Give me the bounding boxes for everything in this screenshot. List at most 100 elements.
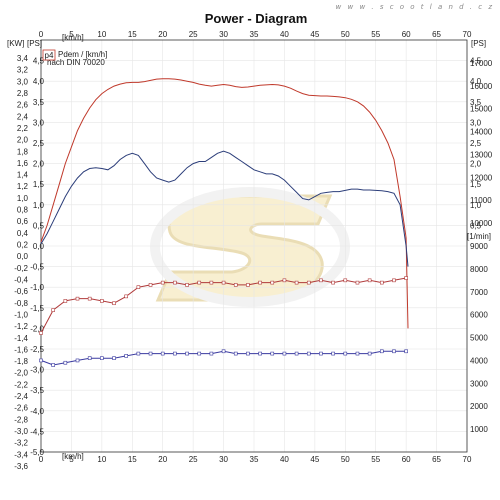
series-2-point-24 bbox=[331, 280, 335, 285]
y-kw-tick-20: -0,6 bbox=[14, 287, 28, 296]
y-kw-tick-15: 0,4 bbox=[17, 229, 29, 238]
y-ps-tick-3: 3,0 bbox=[33, 118, 45, 127]
y-kw-tick-16: 0,2 bbox=[17, 241, 29, 250]
y-kw-tick-0: 3,4 bbox=[17, 54, 29, 63]
series-2-point-1 bbox=[51, 308, 55, 312]
y-axis-ps-label: [PS] bbox=[27, 39, 42, 48]
series-3-point-3 bbox=[75, 358, 80, 363]
y-ps-right-tick-6: 1,5 bbox=[470, 180, 482, 189]
series-2-point-11 bbox=[173, 280, 177, 285]
x-top-tick-20: 20 bbox=[158, 30, 167, 39]
x-bottom-tick-30: 30 bbox=[219, 455, 228, 464]
x-top-tick-5: 5 bbox=[69, 30, 74, 39]
watermark-text: w w w . s c o o t l a n d . c z bbox=[336, 3, 494, 11]
x-bottom-tick-60: 60 bbox=[402, 455, 411, 464]
legend-line-2: nach DIN 70020 bbox=[47, 58, 105, 67]
series-2-point-10 bbox=[160, 280, 165, 285]
y-ps-right-tick-8: 0,5 bbox=[470, 221, 482, 230]
x-bottom-tick-5: 5 bbox=[69, 455, 74, 464]
series-3-point-0 bbox=[39, 358, 43, 363]
series-2-point-28 bbox=[379, 280, 384, 285]
y-kw-tick-11: 1,2 bbox=[17, 182, 29, 191]
y-ps-tick-6: 1,5 bbox=[33, 180, 45, 189]
series-2-point-13 bbox=[197, 280, 202, 285]
y-rpm-tick-17000: 17000 bbox=[470, 59, 493, 68]
legend-line-1: Pdem / [km/h] bbox=[58, 50, 107, 59]
y-rpm-tick-12000: 12000 bbox=[470, 173, 493, 182]
x-top-tick-50: 50 bbox=[341, 30, 350, 39]
y-ps-tick-2: 3,5 bbox=[33, 98, 45, 107]
series-layer bbox=[39, 78, 409, 367]
series-3-point-28 bbox=[379, 349, 384, 354]
x-bottom-tick-70: 70 bbox=[463, 455, 472, 464]
x-top-tick-45: 45 bbox=[310, 30, 319, 39]
y-rpm-tick-9000: 9000 bbox=[470, 242, 488, 251]
series-3-point-16 bbox=[233, 351, 238, 356]
y-rpm-tick-14000: 14000 bbox=[470, 128, 493, 137]
x-top-tick-30: 30 bbox=[219, 30, 228, 39]
series-3-point-1 bbox=[51, 363, 55, 367]
y-rpm-tick-15000: 15000 bbox=[470, 105, 493, 114]
y-rpm-tick-13000: 13000 bbox=[470, 150, 493, 159]
series-2-point-14 bbox=[209, 280, 214, 285]
y-kw-tick-13: 0,8 bbox=[17, 206, 29, 215]
y-ps-tick-0: 4,5 bbox=[33, 57, 45, 66]
y-kw-tick-4: 2,6 bbox=[17, 101, 29, 110]
series-2-point-27 bbox=[367, 278, 372, 283]
y-kw-tick-34: -3,4 bbox=[14, 450, 28, 459]
series-3-point-12 bbox=[185, 351, 189, 356]
y-kw-tick-8: 1,8 bbox=[17, 147, 29, 156]
y-ps-tick-9: 0,0 bbox=[33, 242, 45, 251]
x-bottom-tick-40: 40 bbox=[280, 455, 289, 464]
watermark-logo bbox=[150, 187, 350, 307]
y-axis-rpm: 1700016000150001400013000120001100010000… bbox=[470, 59, 493, 434]
y-ps-right-tick-5: 2,0 bbox=[470, 160, 482, 169]
x-axis-top-label: [km/h] bbox=[62, 33, 84, 42]
x-axis-top: 0 5 10 15 20 25 30 35 40 45 50 55 60 65 70 bbox=[39, 30, 472, 39]
series-2-point-25 bbox=[343, 278, 348, 283]
series-2-point-21 bbox=[294, 280, 299, 285]
x-bottom-tick-10: 10 bbox=[97, 455, 106, 464]
series-2-point-20 bbox=[282, 278, 287, 283]
y-ps-tick-14: -2,5 bbox=[30, 345, 44, 354]
series-2-point-6 bbox=[112, 301, 116, 306]
y-ps-tick-17: -4,0 bbox=[30, 407, 44, 416]
y-ps-right-tick-3: 3,0 bbox=[470, 118, 482, 127]
y-kw-tick-2: 3,0 bbox=[17, 77, 29, 86]
y-axis-ps-left: 4,5 4,0 3,5 3,0 2,5 2,0 1,5 1,0 0,5 0,0 -0,5 -1,0 -1… bbox=[30, 57, 44, 457]
y-ps-right-tick-4: 2,5 bbox=[470, 139, 482, 148]
y-ps-right-tick-0: 4,5 bbox=[470, 57, 482, 66]
y-ps-tick-16: -3,5 bbox=[30, 386, 44, 395]
y-kw-tick-12: 1,0 bbox=[17, 194, 29, 203]
y-kw-tick-7: 2,0 bbox=[17, 136, 29, 145]
y-rpm-tick-4000: 4000 bbox=[470, 356, 488, 365]
series-2-point-23 bbox=[319, 278, 323, 283]
y-ps-tick-11: -1,0 bbox=[30, 283, 44, 292]
series-3-point-29 bbox=[392, 349, 396, 354]
chart-title: Power - Diagram bbox=[205, 11, 308, 26]
series-2-point-15 bbox=[221, 280, 226, 285]
x-bottom-tick-15: 15 bbox=[128, 455, 137, 464]
series-2-point-4 bbox=[87, 296, 92, 301]
series-2-point-16 bbox=[233, 283, 238, 287]
y-ps-tick-1: 4,0 bbox=[33, 77, 45, 86]
y-ps-tick-5: 2,0 bbox=[33, 160, 45, 169]
series-3-point-7 bbox=[124, 354, 128, 358]
x-top-tick-65: 65 bbox=[432, 30, 441, 39]
x-top-tick-70: 70 bbox=[463, 30, 472, 39]
legend-badge-text: p4 bbox=[45, 51, 54, 60]
legend-badge bbox=[42, 49, 56, 61]
y-kw-tick-21: -0,8 bbox=[14, 299, 28, 308]
x-bottom-tick-55: 55 bbox=[371, 455, 380, 464]
x-top-tick-55: 55 bbox=[371, 30, 380, 39]
y-rpm-tick-10000: 10000 bbox=[470, 219, 493, 228]
y-rpm-tick-5000: 5000 bbox=[470, 334, 488, 343]
series-2-point-29 bbox=[392, 278, 396, 283]
x-bottom-tick-50: 50 bbox=[341, 455, 350, 464]
y-ps-tick-7: 1,0 bbox=[33, 201, 45, 210]
series-2-point-12 bbox=[185, 283, 189, 287]
grid bbox=[40, 40, 468, 453]
y-axis-rpm-label: [1/min] bbox=[467, 232, 491, 241]
y-ps-tick-13: -2,0 bbox=[30, 324, 44, 333]
x-top-tick-15: 15 bbox=[128, 30, 137, 39]
